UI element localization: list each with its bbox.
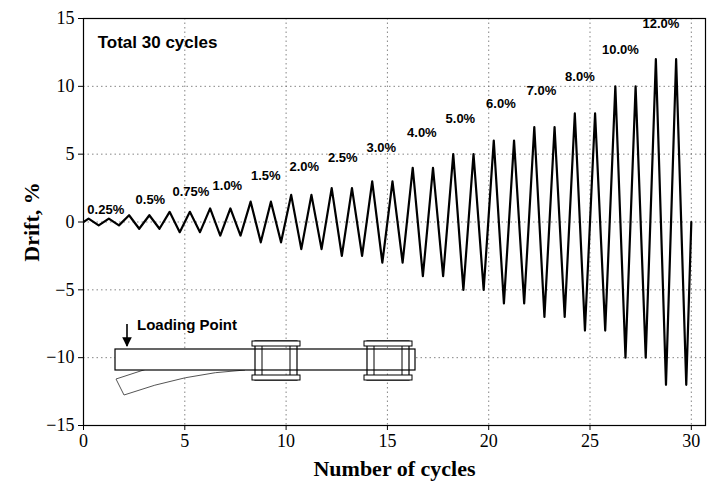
svg-text:−15: −15 (46, 415, 74, 435)
svg-text:Number of cycles: Number of cycles (313, 456, 476, 481)
svg-text:1.0%: 1.0% (213, 178, 243, 193)
svg-text:8.0%: 8.0% (565, 69, 595, 84)
svg-text:2.0%: 2.0% (290, 159, 320, 174)
svg-text:30: 30 (682, 431, 700, 451)
svg-text:20: 20 (480, 431, 498, 451)
svg-text:10: 10 (277, 431, 295, 451)
svg-text:0: 0 (79, 431, 88, 451)
svg-text:5.0%: 5.0% (446, 111, 476, 126)
svg-text:10: 10 (57, 76, 75, 96)
svg-text:5: 5 (180, 431, 189, 451)
svg-text:1.5%: 1.5% (251, 168, 281, 183)
svg-text:12.0%: 12.0% (642, 16, 679, 31)
svg-text:25: 25 (581, 431, 599, 451)
svg-text:3.0%: 3.0% (367, 140, 397, 155)
svg-text:Total 30 cycles: Total 30 cycles (98, 33, 218, 52)
svg-text:15: 15 (57, 8, 75, 28)
svg-text:−5: −5 (55, 280, 74, 300)
svg-text:0.25%: 0.25% (87, 202, 124, 217)
svg-text:0.5%: 0.5% (136, 192, 166, 207)
svg-text:15: 15 (378, 431, 396, 451)
svg-text:10.0%: 10.0% (602, 42, 639, 57)
svg-text:−10: −10 (46, 347, 74, 367)
svg-text:Drift, %: Drift, % (19, 182, 44, 261)
svg-text:7.0%: 7.0% (527, 83, 557, 98)
svg-text:6.0%: 6.0% (486, 96, 516, 111)
svg-text:5: 5 (66, 144, 75, 164)
svg-text:Loading Point: Loading Point (137, 316, 237, 333)
svg-text:0.75%: 0.75% (172, 184, 209, 199)
svg-text:2.5%: 2.5% (328, 150, 358, 165)
svg-text:0: 0 (66, 212, 75, 232)
svg-text:4.0%: 4.0% (407, 125, 437, 140)
